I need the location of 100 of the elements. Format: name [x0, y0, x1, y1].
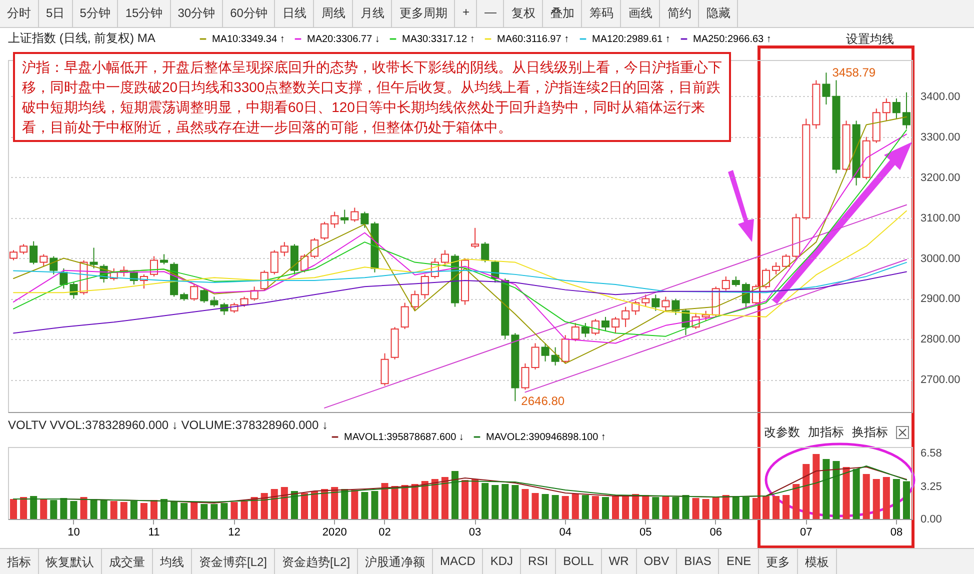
bar [280, 487, 288, 519]
bar [70, 501, 78, 519]
annotation: 3458.79 [832, 66, 876, 80]
bar [361, 492, 368, 519]
bar [371, 491, 378, 519]
text: BOLL [556, 549, 602, 574]
bar [732, 496, 740, 519]
bar [311, 491, 318, 519]
bar [822, 459, 830, 519]
text: 60分钟 [223, 0, 276, 27]
candlestick [902, 92, 910, 130]
line-series [13, 210, 907, 318]
legend-label: MA20:3306.77 ↓ [307, 34, 380, 45]
candlestick [420, 274, 429, 300]
bar [882, 477, 890, 519]
text: 指标 [0, 549, 39, 574]
bar [722, 495, 730, 519]
bar [80, 497, 88, 519]
text: 模板 [798, 549, 838, 574]
candlestick [561, 334, 570, 364]
bar [842, 467, 850, 519]
bar [582, 495, 589, 519]
y-tick-label: 2800.00 [920, 334, 960, 346]
bar [351, 490, 358, 519]
text: — [477, 0, 504, 27]
text: 设置均线 [846, 31, 894, 48]
text: 30分钟 [170, 0, 224, 27]
text: 成交量 [102, 549, 153, 574]
candlestick [882, 98, 890, 122]
candlestick [722, 276, 730, 292]
bar [762, 496, 770, 519]
bar [652, 497, 660, 519]
x-tick-label: 06 [710, 526, 722, 538]
bar [692, 498, 700, 519]
bar [160, 499, 168, 519]
text: WR [602, 549, 637, 574]
bar [331, 487, 338, 519]
bar [682, 495, 690, 519]
annotation: 沪指：早盘小幅低开，开盘后整体呈现探底回升的态势，收带长下影线的阴线。从日线级别上看，今日沪指重心下移，同时盘中一度跌破20日均线和3300点整数关口支撑，但午后收复。从均线上看，沪指连续2日的回落，目前跌破中短期均线，短期震荡调整明显，中期看60日、120日等中长期均线依然处于回升趋势中，同时从箱体运行来看，目前处于中枢附近，虽然或存在进一步回落的可能，但整体仍处于箱体中。 [13, 52, 731, 142]
candlestick [732, 276, 740, 288]
text: ENE [719, 549, 760, 574]
candlestick [50, 256, 58, 275]
text: 更多周期 [392, 0, 456, 27]
x-tick-label: 10 [68, 526, 80, 538]
text: 简约 [660, 0, 700, 27]
bar [20, 497, 28, 519]
bar [140, 503, 148, 519]
candlestick [360, 211, 369, 228]
bar [462, 480, 469, 519]
text: 叠加 [543, 0, 582, 27]
y-tick-label: 3000.00 [920, 252, 960, 265]
text: 加指标 [808, 424, 844, 441]
bar [552, 495, 559, 519]
chart-title: VOLTV VVOL:378328960.000 ↓ VOLUME:378328960.000 ↓ [8, 418, 328, 432]
bar [90, 499, 98, 519]
bar [250, 497, 258, 519]
y-tick-label: 3300.00 [920, 131, 960, 144]
bar [200, 504, 208, 519]
text: 分时 [0, 0, 39, 27]
candlestick [30, 240, 38, 265]
y-tick-label: 3100.00 [920, 212, 960, 224]
x-tick-label: 11 [148, 526, 160, 538]
bar [832, 461, 840, 519]
bar [100, 500, 108, 519]
candlestick [10, 250, 18, 261]
x-tick-label: 02 [378, 526, 391, 538]
bar [472, 479, 479, 519]
bar [150, 500, 158, 519]
bar [642, 495, 650, 519]
candlestick [772, 262, 780, 275]
legend-label: MA60:3116.97 ↑ [497, 34, 570, 45]
y-tick-label: 2900.00 [920, 293, 960, 306]
bar [170, 501, 178, 519]
bar [492, 485, 499, 519]
bar [812, 454, 820, 519]
text: MACD [433, 549, 484, 574]
legend-label: MA250:2966.63 ↑ [693, 34, 772, 45]
bar [662, 496, 670, 519]
y-tick-label: 6.58 [920, 448, 942, 460]
candlestick [270, 250, 278, 275]
bar [592, 496, 599, 519]
candlestick [662, 296, 670, 312]
x-tick-label: 03 [468, 526, 482, 538]
x-tick-label: 2020 [322, 526, 347, 538]
x-tick-label: 05 [639, 526, 652, 538]
bar [240, 501, 248, 519]
candlestick [672, 298, 680, 316]
bar [270, 489, 278, 519]
line-series [13, 271, 907, 334]
bar [411, 484, 418, 519]
text: 周线 [314, 0, 354, 27]
candlestick [581, 322, 590, 338]
x-tick-label: 04 [559, 526, 572, 538]
bar [512, 485, 519, 519]
bar [782, 495, 790, 519]
candlestick [702, 310, 710, 322]
text: 日线 [275, 0, 314, 27]
bar [902, 481, 910, 519]
candlestick [612, 316, 620, 334]
bar [230, 502, 238, 519]
